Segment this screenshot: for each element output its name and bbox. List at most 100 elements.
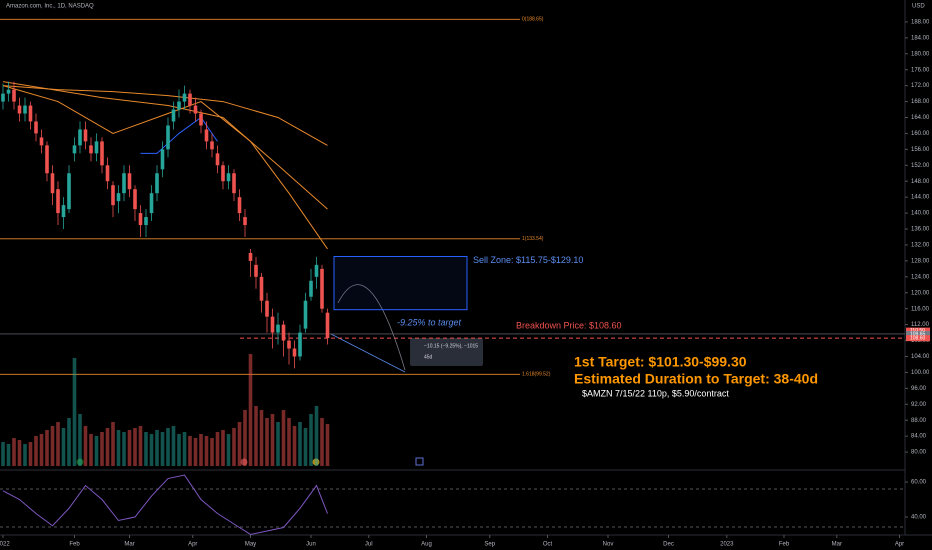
volume-bar [204,436,209,466]
y-tick-label: 160.00 [911,131,930,137]
y-tick-label: 148.00 [911,179,930,185]
x-tick-label: Feb [779,542,790,548]
y-tick-label: 152.00 [911,163,930,169]
volume-bar [303,428,308,466]
annotation: 1st Target: $101.30-$99.30 [574,354,747,370]
candle-body [226,173,231,182]
candle-body [254,264,258,277]
candle-body [270,316,275,333]
price-tag-label: 109.65 [910,331,926,337]
sell-zone-label: Sell Zone: $115.75-$129.10 [473,255,583,265]
candle-body [248,252,253,261]
x-tick-label: Dec [663,542,674,548]
volume-bar [171,426,176,466]
candle-body [6,89,11,94]
volume-bar [34,436,38,466]
annotation: Estimated Duration to Target: 38-40d [574,371,818,387]
volume-bar [292,426,297,466]
fib-label: 0(188.65) [522,17,544,23]
volume-bar [72,358,77,466]
event-marker[interactable] [415,457,424,466]
volume-bar [232,428,236,466]
y-tick-label: 124.00 [911,274,930,280]
candle-body [182,93,187,102]
y-tick-label: 88.00 [911,418,927,424]
y-tick-label: 180.00 [911,51,930,57]
chart-title: Amazon.com, Inc., 1D, NASDAQ [6,4,94,10]
volume-bar [182,432,187,466]
candle-body [138,213,143,226]
candle-body [67,173,71,210]
y-tick-label: 112.00 [911,322,930,328]
annotation: $AMZN 7/15/22 110p, $5.90/contract [582,388,729,398]
volume-bar [199,434,203,466]
volume-bar [1,442,5,466]
x-tick-label: Mar [832,542,842,548]
volume-bar [23,444,27,466]
volume-bar [39,434,44,466]
y-tick-label: 164.00 [911,115,930,121]
volume-bar [314,406,319,466]
y-tick-label: 140.00 [911,211,930,217]
y-tick-label: 80.00 [911,450,927,456]
volume-bar [298,422,302,466]
volume-bar [100,432,104,466]
y-tick-label: 176.00 [911,67,930,73]
volume-bar [138,426,143,466]
candle-body [303,300,308,329]
candle-body [39,137,44,146]
volume-bar [215,432,220,466]
candle-body [243,217,247,226]
y-tick-label: 128.00 [911,258,930,264]
volume-bar [56,422,60,466]
volume-bar [122,432,126,466]
candle-body [309,280,313,297]
volume-bar [281,410,286,466]
candle-body [127,173,132,190]
candle-body [23,105,27,114]
fib-label: 1.618(99.52) [522,372,551,378]
candle-body [325,312,330,339]
x-tick-label: Apr [895,542,904,548]
volume-bar [287,418,291,466]
candle-body [78,129,82,146]
price-tag-label: 110.50 [910,328,925,334]
volume-bar [265,418,269,466]
candle-body [171,109,176,122]
candle-body [45,145,49,174]
measure-text: 45d [424,354,433,360]
candle-body [116,193,121,202]
candle-body [204,129,209,142]
price-tag [906,327,930,334]
x-tick-label: 2023 [720,542,734,548]
candle-body [56,189,60,214]
y-tick-label: 168.00 [911,99,930,105]
rsi-line [2,474,328,536]
volume-bar [6,444,11,466]
y-tick-label: 96.00 [911,386,927,392]
candle-body [259,276,264,301]
y-tick-label: 172.00 [911,83,930,89]
volume-bar [127,430,132,466]
candle-body [265,300,269,317]
rsi-tick-label: 40.00 [911,515,927,521]
x-tick-label: May [245,542,256,548]
x-tick-label: 2022 [0,542,10,548]
volume-bar [259,410,264,466]
candle-body [281,324,286,341]
y-tick-label: 92.00 [911,402,927,408]
y-tick-label: 116.00 [911,306,930,312]
candle-body [221,165,225,182]
volume-bar [12,438,16,466]
price-tag [906,335,930,342]
candle-body [28,105,33,122]
volume-bar [325,424,330,466]
volume-bar [89,434,93,466]
price-tag [906,330,930,337]
x-tick-label: Feb [69,542,80,548]
candle-body [215,153,220,166]
volume-bar [193,438,198,466]
y-tick-label: 132.00 [911,243,930,249]
measure-box [410,338,483,366]
